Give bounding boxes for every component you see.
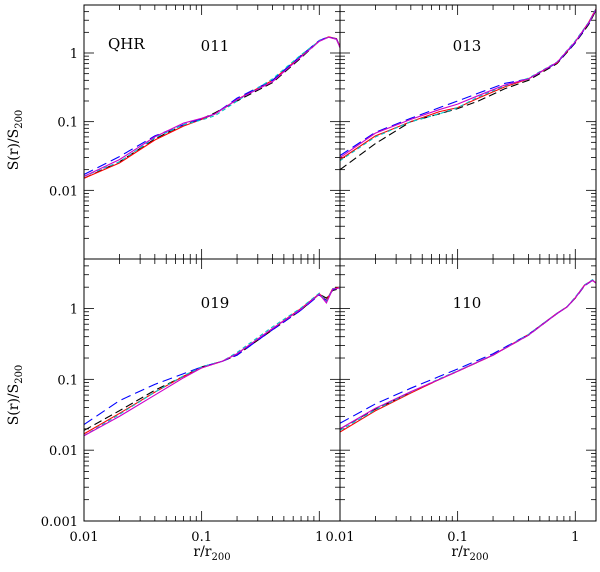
series-line-1 xyxy=(339,9,597,171)
x-tick-label: 1 xyxy=(571,530,579,545)
y-tick-label: 1 xyxy=(70,47,78,62)
panel-label: 110 xyxy=(453,294,482,312)
series-line-5 xyxy=(339,279,597,430)
y-axis-label-top: S(r)/S200 xyxy=(6,110,25,171)
y-tick-label: 0.01 xyxy=(49,184,78,199)
series-line-4 xyxy=(83,36,341,177)
x-axis-label-left: r/r200 xyxy=(193,544,230,563)
panel-110: 0.01 0.1 1 110 xyxy=(326,258,597,545)
x-tick-label: 0.1 xyxy=(191,530,212,545)
panel-label: 011 xyxy=(201,37,230,55)
y-tick-label: 0.01 xyxy=(49,444,78,459)
series-line-5 xyxy=(83,36,341,177)
panel-013: 013 xyxy=(339,4,597,260)
series-line-2 xyxy=(339,8,597,161)
series-line-5 xyxy=(339,9,597,159)
y-tick-label: 0.001 xyxy=(41,515,78,530)
series-line-3 xyxy=(339,279,597,424)
panel-frame xyxy=(339,258,597,522)
series-line-4 xyxy=(339,8,597,162)
panel-extra-label: QHR xyxy=(108,35,145,53)
series-line-3 xyxy=(83,36,341,176)
y-tick-label: 1 xyxy=(70,303,78,318)
series-line-3 xyxy=(339,9,597,157)
x-tick-label: 0.01 xyxy=(326,530,355,545)
series-line-5 xyxy=(83,287,341,437)
panel-label: 013 xyxy=(453,37,482,55)
y-tick-label: 0.1 xyxy=(57,116,78,131)
x-tick-label: 0.01 xyxy=(70,530,99,545)
x-tick-label: 0.1 xyxy=(447,530,468,545)
x-axis-label-right: r/r200 xyxy=(451,544,488,563)
panel-label: 019 xyxy=(201,294,230,312)
x-tick-label: 1 xyxy=(315,530,323,545)
panel-011: 0.01 0.1 1 011 QHR xyxy=(49,4,341,260)
y-axis-label-bottom: S(r)/S200 xyxy=(6,365,25,426)
series-line-2 xyxy=(83,36,341,179)
y-tick-label: 0.1 xyxy=(57,373,78,388)
